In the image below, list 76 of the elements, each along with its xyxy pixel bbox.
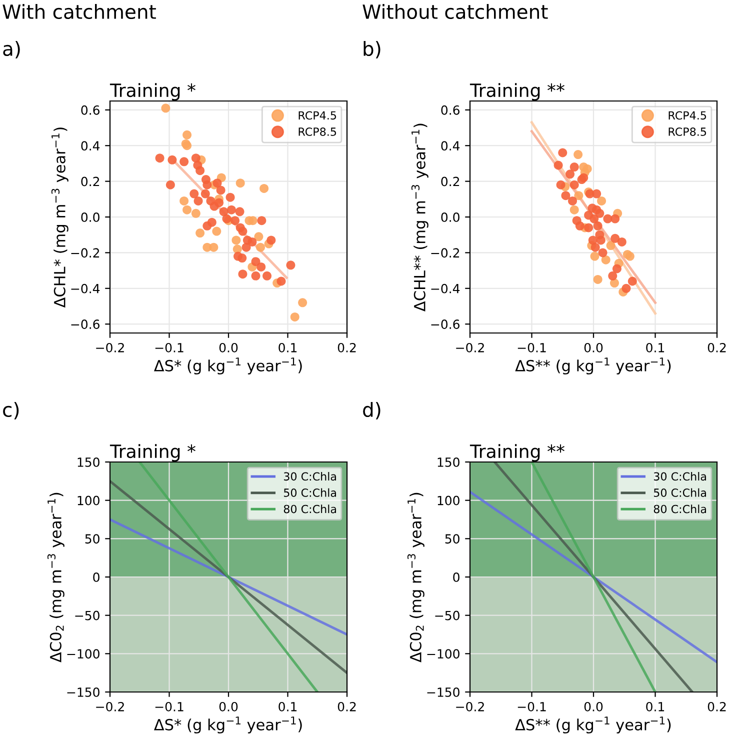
y-axis-title: ΔC0$_{2}$ (mg m$^{−3}$ year$^{−1}$) [47, 492, 64, 662]
y-tick-label: −0.2 [71, 248, 100, 258]
legend-label: RCP4.5 [668, 111, 706, 120]
y-axis-title: ΔCHL* (mg m$^{−3}$ year$^{−1}$) [51, 128, 68, 308]
y-tick-label: 0 [93, 572, 100, 582]
y-tick-label: −0.4 [71, 284, 100, 294]
y-axis-title: ΔC0$_{2}$ (mg m$^{−3}$ year$^{−1}$) [407, 492, 424, 662]
x-axis-title: ΔS** (g kg$^{−1}$ year$^{−1}$) [515, 358, 671, 374]
y-axis-title: ΔCHL** (mg m$^{−3}$ year$^{−1}$) [411, 124, 428, 312]
legend-label: RCP8.5 [298, 128, 336, 136]
x-tick-label: 0.1 [278, 702, 297, 712]
text: a) [3, 41, 20, 58]
y-tick-label: 0.2 [441, 176, 460, 186]
legend-label: 80 C:Chla [284, 504, 336, 514]
text: With catchment [2, 4, 156, 20]
x-tick-label: 0.1 [646, 702, 664, 712]
x-tick-label: −0.1 [155, 702, 184, 712]
y-tick-label: −0.4 [431, 284, 460, 294]
x-axis-title: ΔS* (g kg$^{−1}$ year$^{−1}$) [154, 358, 302, 374]
text: Without catchment [362, 4, 548, 20]
x-tick-label: 0.2 [708, 342, 726, 352]
y-tick-label: 0.2 [81, 176, 100, 186]
y-tick-label: 100 [438, 496, 460, 506]
legend-label: 50 C:Chla [654, 488, 706, 497]
x-tick-label: −0.2 [96, 342, 124, 352]
chart-title: Training * [110, 83, 196, 101]
y-tick-label: −50 [75, 610, 100, 620]
x-tick-label: 0.0 [219, 702, 238, 712]
x-tick-label: 0.0 [219, 342, 238, 352]
x-tick-label: 0.0 [584, 342, 603, 352]
x-tick-label: 0.2 [338, 702, 356, 712]
legend-label: 30 C:Chla [654, 472, 706, 481]
legend-label: RCP4.5 [298, 111, 336, 120]
x-tick-label: −0.2 [456, 702, 484, 712]
chart-title: Training ** [470, 83, 564, 101]
y-tick-label: 0.6 [81, 105, 100, 115]
x-tick-label: 0.2 [708, 702, 726, 712]
x-tick-label: 0.1 [278, 342, 297, 352]
y-tick-label: 0.4 [441, 141, 460, 151]
x-tick-label: 0.0 [584, 702, 603, 712]
y-tick-label: 0 [453, 572, 460, 582]
x-tick-label: −0.2 [96, 702, 124, 712]
text: d) [363, 402, 380, 420]
text: c) [3, 402, 19, 420]
y-tick-label: 150 [438, 457, 460, 467]
y-tick-label: 0.4 [81, 141, 100, 151]
x-tick-label: 0.1 [646, 342, 664, 352]
text: b) [364, 41, 380, 58]
x-tick-label: 0.2 [338, 342, 356, 352]
y-tick-label: −0.6 [431, 320, 460, 330]
y-tick-label: −150 [67, 687, 100, 697]
y-tick-label: 100 [78, 496, 100, 506]
y-tick-label: −0.2 [431, 248, 460, 258]
x-tick-label: −0.2 [456, 342, 484, 352]
x-tick-label: −0.1 [155, 342, 184, 352]
y-tick-label: 0.0 [441, 212, 460, 222]
legend-label: RCP8.5 [668, 128, 706, 136]
legend-label: 30 C:Chla [284, 472, 336, 481]
x-tick-label: −0.1 [518, 342, 546, 352]
chart-title: Training ** [470, 444, 564, 462]
y-tick-label: 50 [85, 534, 100, 544]
chart-title: Training * [110, 444, 196, 462]
y-tick-label: 0.0 [81, 212, 100, 222]
y-tick-label: 150 [78, 457, 100, 467]
y-tick-label: −100 [67, 649, 100, 659]
x-tick-label: −0.1 [518, 702, 546, 712]
legend-label: 80 C:Chla [654, 504, 706, 514]
y-tick-label: 50 [445, 534, 460, 544]
y-tick-label: −100 [427, 649, 460, 659]
legend-label: 50 C:Chla [284, 488, 336, 497]
x-axis-title: ΔS* (g kg$^{−1}$ year$^{−1}$) [154, 716, 302, 734]
y-tick-label: −150 [427, 687, 460, 697]
y-tick-label: 0.6 [441, 105, 460, 115]
x-axis-title: ΔS** (g kg$^{−1}$ year$^{−1}$) [515, 716, 671, 734]
y-tick-label: −0.6 [71, 320, 100, 330]
y-tick-label: −50 [435, 610, 460, 620]
